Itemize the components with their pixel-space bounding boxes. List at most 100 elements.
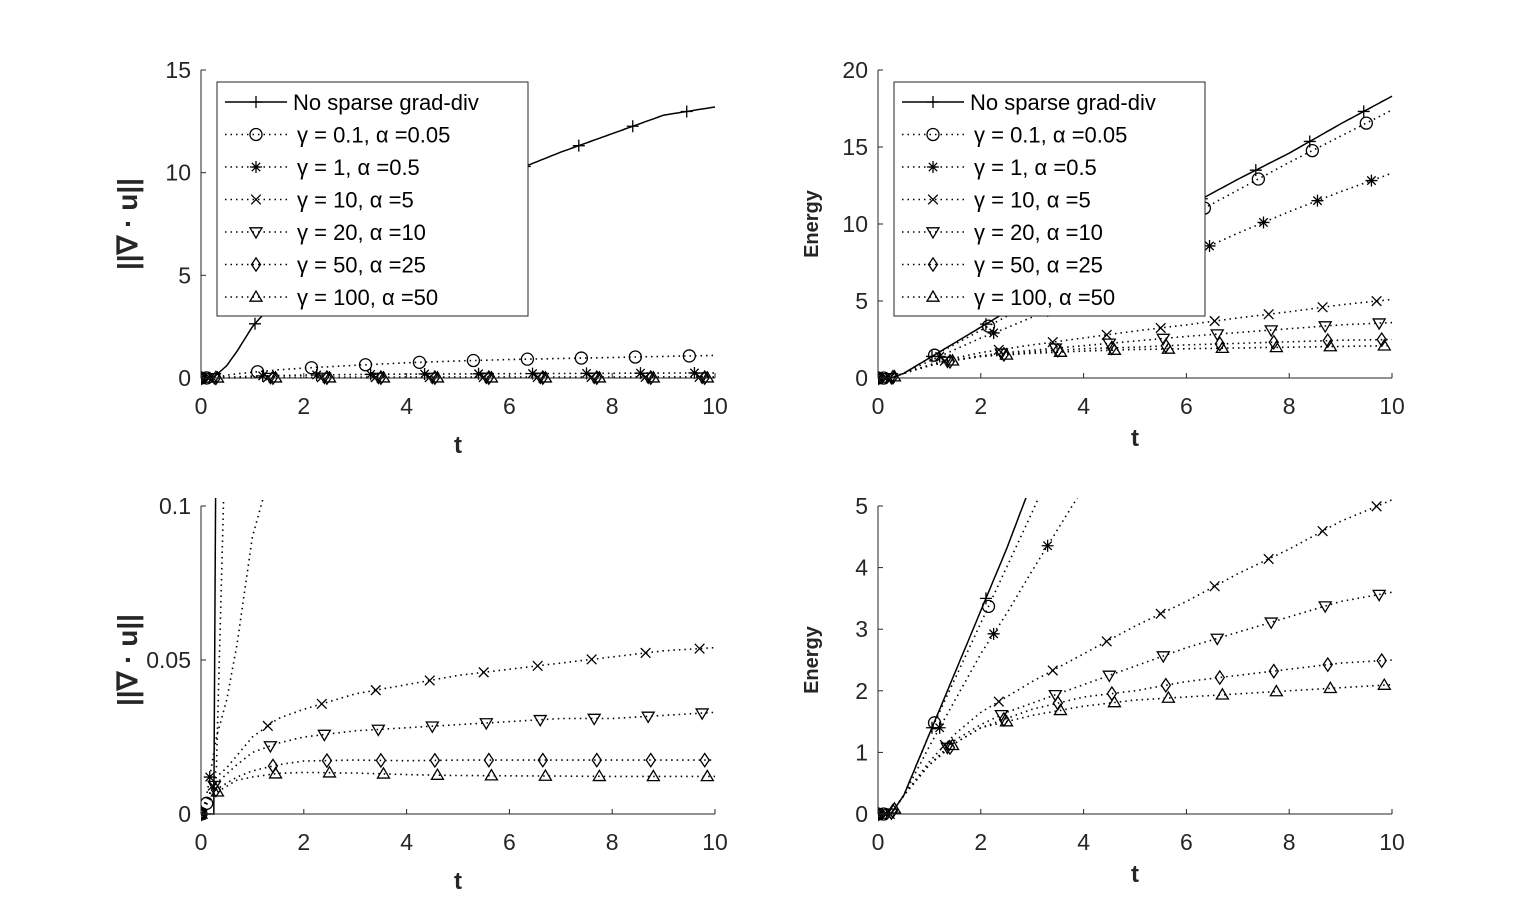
data-point-circle xyxy=(1252,173,1264,185)
data-point-triangle-down xyxy=(1211,634,1223,644)
data-point-plus xyxy=(627,120,639,132)
x-tick-label: 0 xyxy=(872,829,885,855)
data-point-x xyxy=(263,721,273,731)
data-point-x xyxy=(1156,323,1166,333)
data-point-triangle-up xyxy=(1216,689,1228,699)
y-tick-label: 0 xyxy=(855,365,868,391)
data-point-x xyxy=(1372,502,1382,512)
data-point-triangle-down xyxy=(264,742,276,752)
x-tick-label: 4 xyxy=(400,393,413,419)
legend-entry: γ = 20, α =10 xyxy=(297,220,426,245)
y-axis-label: Energy xyxy=(801,189,823,258)
data-point-plus xyxy=(1250,164,1262,176)
data-point-triangle-down xyxy=(696,709,708,719)
x-tick-label: 0 xyxy=(872,393,885,419)
data-point-x xyxy=(425,676,435,686)
x-tick-label: 2 xyxy=(974,393,987,419)
data-point-triangle-up xyxy=(701,770,713,780)
legend-entry: No sparse grad-div xyxy=(970,90,1156,115)
data-point-diamond xyxy=(1215,671,1224,684)
y-axis-label: ||∇ · u|| xyxy=(112,614,143,706)
x-tick-label: 6 xyxy=(503,393,516,419)
data-point-triangle-up xyxy=(1270,686,1282,696)
x-tick-label: 8 xyxy=(1283,393,1296,419)
data-point-triangle-up xyxy=(324,767,336,777)
y-tick-label: 15 xyxy=(165,57,191,83)
data-point-x xyxy=(994,697,1004,707)
data-point-asterisk xyxy=(988,628,1000,640)
legend-entry: γ = 10, α =5 xyxy=(974,188,1091,213)
data-point-triangle-up xyxy=(647,770,659,780)
y-tick-label: 5 xyxy=(855,493,868,519)
series-line xyxy=(201,355,715,378)
series-line xyxy=(878,592,1392,814)
data-point-asterisk xyxy=(1042,540,1054,552)
data-point-x xyxy=(1372,296,1382,306)
y-tick-label: 0 xyxy=(178,801,191,827)
x-tick-label: 6 xyxy=(503,829,516,855)
y-tick-label: 0 xyxy=(855,801,868,827)
data-point-x xyxy=(641,648,651,658)
series-line xyxy=(201,712,715,814)
x-tick-label: 2 xyxy=(297,829,310,855)
data-point-x xyxy=(587,655,597,665)
data-point-triangle-up xyxy=(1162,692,1174,702)
data-point-x xyxy=(1210,581,1220,591)
x-axis-label: t xyxy=(1131,861,1139,888)
x-tick-label: 8 xyxy=(1283,829,1296,855)
x-axis-label: t xyxy=(1131,425,1139,452)
y-tick-label: 10 xyxy=(842,211,868,237)
data-point-plus xyxy=(1358,105,1370,117)
data-point-diamond xyxy=(1161,679,1170,692)
x-tick-label: 0 xyxy=(195,393,208,419)
x-tick-label: 6 xyxy=(1180,393,1193,419)
legend-entry: γ = 100, α =50 xyxy=(297,285,438,310)
data-point-asterisk xyxy=(988,327,1000,339)
data-point-x xyxy=(1048,666,1058,676)
data-point-x xyxy=(1102,637,1112,647)
data-point-x xyxy=(1210,316,1220,326)
data-point-plus xyxy=(573,140,585,152)
x-tick-label: 10 xyxy=(702,393,728,419)
data-point-asterisk xyxy=(311,369,323,381)
series-line xyxy=(201,648,715,814)
legend-entry: γ = 10, α =5 xyxy=(297,188,414,213)
data-point-triangle-up xyxy=(1378,679,1390,689)
data-point-triangle-down xyxy=(642,712,654,722)
x-tick-label: 10 xyxy=(702,829,728,855)
data-point-triangle-up xyxy=(431,769,443,779)
data-point-triangle-up xyxy=(539,770,551,780)
x-axis-label: t xyxy=(454,868,462,895)
series-line xyxy=(201,760,715,814)
data-point-triangle-down xyxy=(588,714,600,724)
data-point-triangle-down xyxy=(1265,326,1277,336)
legend-entry: γ = 20, α =10 xyxy=(974,220,1103,245)
x-tick-label: 4 xyxy=(1077,393,1090,419)
x-tick-label: 6 xyxy=(1180,829,1193,855)
data-point-x xyxy=(1318,302,1328,312)
y-tick-label: 5 xyxy=(855,288,868,314)
legend-entry: γ = 50, α =25 xyxy=(297,253,426,278)
y-tick-label: 0.05 xyxy=(146,647,191,673)
data-point-x xyxy=(1264,309,1274,319)
series-line xyxy=(878,500,1392,814)
y-tick-label: 20 xyxy=(842,57,868,83)
series-6 xyxy=(195,767,715,818)
legend-marker-asterisk xyxy=(927,161,939,173)
data-point-asterisk xyxy=(1311,195,1323,207)
y-tick-label: 10 xyxy=(165,160,191,186)
data-point-plus xyxy=(980,592,992,604)
x-axis-label: t xyxy=(454,432,462,459)
legend-marker-asterisk xyxy=(250,161,262,173)
data-point-x xyxy=(1156,609,1166,619)
axes-lines xyxy=(201,506,715,814)
data-point-diamond xyxy=(484,754,493,767)
x-tick-label: 10 xyxy=(1379,829,1405,855)
data-point-plus xyxy=(681,105,693,117)
y-tick-label: 0 xyxy=(178,365,191,391)
series-line xyxy=(878,660,1392,814)
legend-entry: γ = 0.1, α =0.05 xyxy=(974,123,1127,148)
